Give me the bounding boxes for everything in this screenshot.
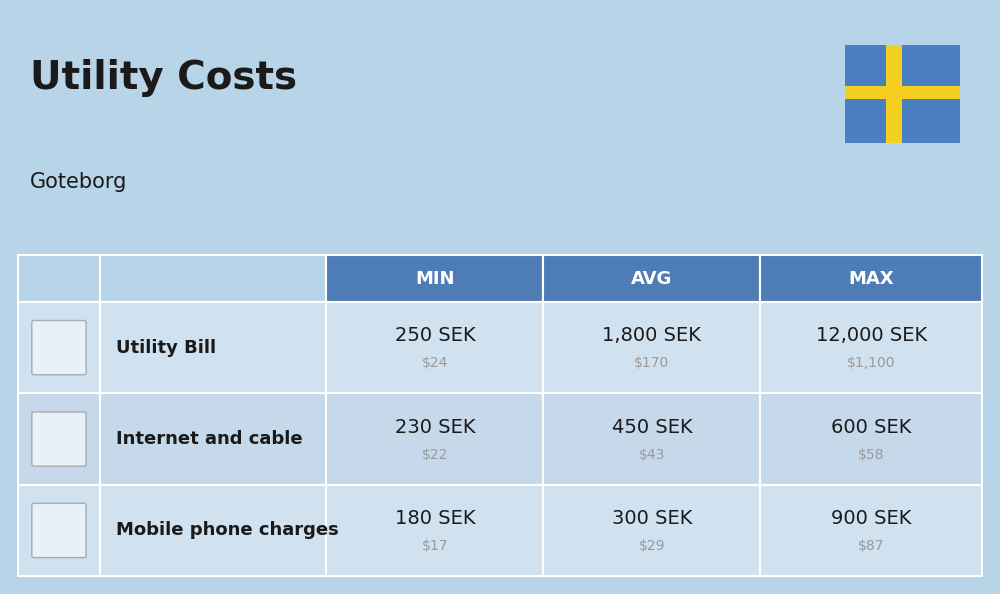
Text: Goteborg: Goteborg bbox=[30, 172, 127, 192]
FancyBboxPatch shape bbox=[886, 45, 902, 143]
FancyBboxPatch shape bbox=[760, 485, 982, 576]
FancyBboxPatch shape bbox=[543, 302, 760, 393]
FancyBboxPatch shape bbox=[543, 393, 760, 485]
Text: 250 SEK: 250 SEK bbox=[395, 326, 475, 345]
FancyBboxPatch shape bbox=[326, 302, 543, 393]
FancyBboxPatch shape bbox=[100, 255, 326, 302]
Text: Mobile phone charges: Mobile phone charges bbox=[116, 522, 339, 539]
Text: Internet and cable: Internet and cable bbox=[116, 430, 302, 448]
FancyBboxPatch shape bbox=[326, 485, 543, 576]
Text: 300 SEK: 300 SEK bbox=[612, 509, 692, 528]
FancyBboxPatch shape bbox=[760, 302, 982, 393]
FancyBboxPatch shape bbox=[100, 302, 326, 393]
FancyBboxPatch shape bbox=[845, 45, 960, 143]
Text: 1,800 SEK: 1,800 SEK bbox=[602, 326, 701, 345]
Text: 450 SEK: 450 SEK bbox=[612, 418, 692, 437]
FancyBboxPatch shape bbox=[18, 255, 100, 302]
Text: Utility Bill: Utility Bill bbox=[116, 339, 216, 356]
FancyBboxPatch shape bbox=[32, 503, 86, 558]
Text: AVG: AVG bbox=[631, 270, 673, 287]
FancyBboxPatch shape bbox=[100, 393, 326, 485]
FancyBboxPatch shape bbox=[18, 302, 100, 393]
Text: 600 SEK: 600 SEK bbox=[831, 418, 911, 437]
Text: $43: $43 bbox=[639, 448, 665, 462]
FancyBboxPatch shape bbox=[760, 255, 982, 302]
Text: 900 SEK: 900 SEK bbox=[831, 509, 911, 528]
Text: $1,100: $1,100 bbox=[847, 356, 895, 370]
Text: Utility Costs: Utility Costs bbox=[30, 59, 297, 97]
FancyBboxPatch shape bbox=[32, 321, 86, 375]
Text: 180 SEK: 180 SEK bbox=[395, 509, 475, 528]
Text: 230 SEK: 230 SEK bbox=[395, 418, 475, 437]
Text: $24: $24 bbox=[422, 356, 448, 370]
FancyBboxPatch shape bbox=[326, 393, 543, 485]
FancyBboxPatch shape bbox=[18, 393, 100, 485]
Text: $170: $170 bbox=[634, 356, 669, 370]
Text: $29: $29 bbox=[639, 539, 665, 553]
Text: $17: $17 bbox=[422, 539, 448, 553]
FancyBboxPatch shape bbox=[543, 485, 760, 576]
FancyBboxPatch shape bbox=[845, 86, 960, 99]
FancyBboxPatch shape bbox=[32, 412, 86, 466]
FancyBboxPatch shape bbox=[18, 485, 100, 576]
Text: $58: $58 bbox=[858, 448, 884, 462]
Text: $87: $87 bbox=[858, 539, 884, 553]
Text: 12,000 SEK: 12,000 SEK bbox=[816, 326, 927, 345]
FancyBboxPatch shape bbox=[326, 255, 543, 302]
Text: MIN: MIN bbox=[415, 270, 455, 287]
FancyBboxPatch shape bbox=[543, 255, 760, 302]
FancyBboxPatch shape bbox=[100, 485, 326, 576]
Text: MAX: MAX bbox=[848, 270, 894, 287]
Text: $22: $22 bbox=[422, 448, 448, 462]
FancyBboxPatch shape bbox=[760, 393, 982, 485]
